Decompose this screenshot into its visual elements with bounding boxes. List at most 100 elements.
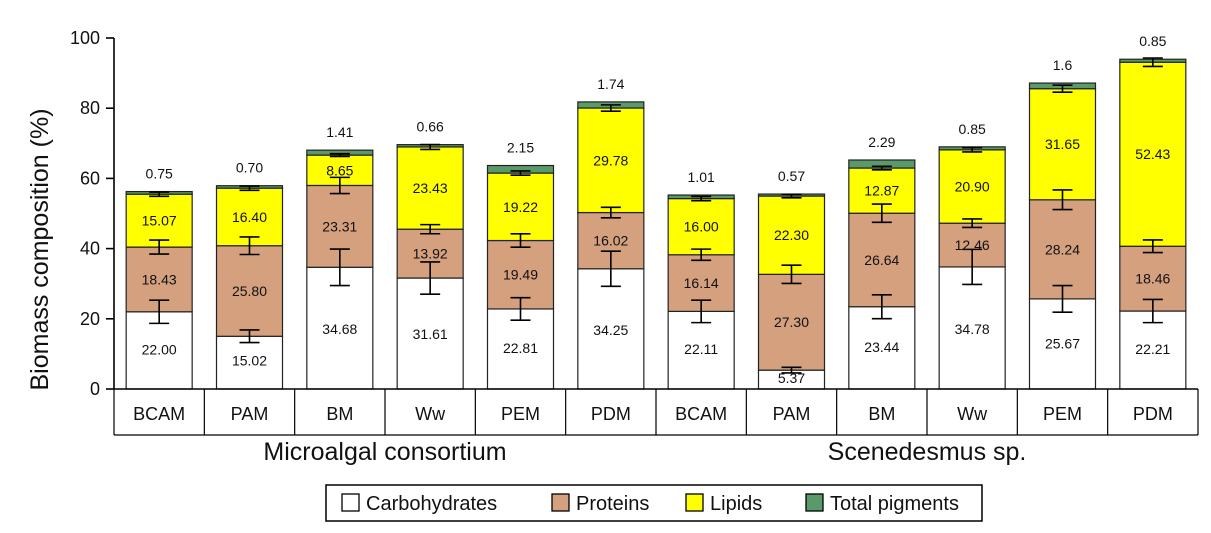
label-total-pigments: 0.75	[146, 166, 173, 182]
error-bar-lipids	[1142, 57, 1163, 68]
error-bar-proteins	[1142, 239, 1163, 254]
y-axis-title: Biomass composition (%)	[26, 108, 54, 390]
legend-swatch	[805, 493, 824, 512]
segment-proteins	[757, 273, 826, 371]
segment-carbohydrates	[938, 266, 1006, 390]
label-total-pigments: 0.70	[236, 160, 263, 176]
label-total-pigments: 2.15	[507, 140, 534, 156]
label-carbohydrates: 22.00	[142, 341, 177, 357]
error-bar-lipids	[871, 165, 892, 171]
error-bar-proteins	[871, 203, 892, 224]
segment-proteins	[848, 212, 916, 308]
x-tick-label: Ww	[957, 404, 988, 424]
bar-11: 25.67 28.24 31.65 1.6	[1028, 57, 1097, 390]
legend-swatch	[685, 493, 704, 512]
error-bar-carbohydrates	[1052, 284, 1073, 314]
label-carbohydrates: 15.02	[232, 352, 267, 368]
y-tick-label: 60	[80, 168, 100, 188]
error-bar-proteins	[149, 239, 170, 255]
x-tick-label: PDM	[1133, 404, 1173, 424]
label-proteins: 13.92	[413, 246, 448, 262]
label-lipids: 16.40	[232, 209, 267, 225]
error-bar-carbohydrates	[329, 248, 350, 287]
bar-12: 22.21 18.46 52.43 0.85	[1119, 33, 1187, 390]
error-bar-proteins	[239, 236, 260, 256]
segment-carbohydrates	[125, 311, 193, 390]
axes: 0 20 40 60 80 100 Biomass composition (%) BCAM P…	[26, 28, 1199, 466]
segment-proteins	[215, 245, 284, 337]
error-bar-carbohydrates	[691, 299, 712, 324]
label-proteins: 19.49	[503, 267, 538, 283]
bar-1: 22.00 18.43 15.07 0.75	[125, 166, 193, 390]
label-lipids: 52.43	[1135, 146, 1170, 162]
error-bar-carbohydrates	[510, 296, 531, 321]
error-bar-lipids	[600, 104, 621, 112]
label-lipids: 20.90	[955, 179, 990, 195]
label-lipids: 23.43	[413, 180, 448, 196]
x-tick-label: BM	[326, 404, 353, 424]
label-lipids: 19.22	[503, 199, 538, 215]
bar-2: 15.02 25.80 16.40 0.70	[215, 160, 284, 390]
label-proteins: 12.46	[955, 237, 990, 253]
bar-4: 31.61 13.92 23.43 0.66	[396, 119, 464, 390]
legend-swatch	[551, 493, 570, 512]
label-total-pigments: 0.57	[778, 168, 805, 184]
error-bar-carbohydrates	[871, 293, 892, 320]
error-bar-carbohydrates	[239, 329, 260, 344]
bar-6: 34.25 16.02 29.78 1.74	[577, 76, 645, 390]
label-proteins: 28.24	[1045, 241, 1080, 257]
label-proteins: 26.64	[864, 252, 899, 268]
segment-carbohydrates	[1028, 298, 1097, 390]
error-bar-carbohydrates	[420, 261, 441, 295]
error-bar-lipids	[962, 146, 983, 153]
legend-label: Total pigments	[830, 493, 959, 515]
plot-area: 22.00 18.43 15.07 0.75 15.02 25.80 16.40 0.70 34…	[125, 33, 1187, 390]
label-proteins: 18.43	[142, 271, 177, 287]
bar-5: 22.81 19.49 19.22 2.15	[486, 140, 555, 390]
x-tick-label: PAM	[773, 404, 811, 424]
label-carbohydrates: 25.67	[1045, 335, 1080, 351]
bar-8: 5.37 27.30 22.30 0.57	[757, 168, 826, 390]
legend-label: Carbohydrates	[366, 493, 497, 515]
segment-lipids	[486, 172, 555, 242]
label-total-pigments: 1.74	[597, 76, 624, 92]
label-proteins: 25.80	[232, 283, 267, 299]
error-bar-lipids	[1052, 84, 1073, 93]
error-bar-carbohydrates	[962, 248, 983, 286]
x-tick-label: PDM	[591, 404, 631, 424]
error-bar-lipids	[239, 185, 260, 192]
label-carbohydrates: 34.68	[322, 321, 357, 337]
error-bar-lipids	[329, 152, 350, 158]
error-bar-lipids	[149, 191, 170, 198]
label-proteins: 23.31	[322, 218, 357, 234]
label-total-pigments: 1.6	[1053, 57, 1073, 73]
error-bar-proteins	[1052, 189, 1073, 211]
error-bar-carbohydrates	[1142, 298, 1163, 324]
segment-carbohydrates	[396, 277, 464, 390]
segment-carbohydrates	[848, 306, 916, 390]
label-carbohydrates: 23.44	[864, 339, 899, 355]
label-lipids: 29.78	[593, 152, 628, 168]
error-bar-proteins	[329, 176, 350, 195]
label-total-pigments: 0.66	[417, 119, 444, 135]
y-tick-label: 0	[90, 379, 100, 399]
label-total-pigments: 2.29	[868, 134, 895, 150]
error-bar-proteins	[691, 248, 712, 262]
label-carbohydrates: 34.78	[955, 321, 990, 337]
error-bar-proteins	[510, 233, 531, 248]
x-tick-label: BCAM	[675, 404, 727, 424]
group-label: Scenedesmus sp.	[828, 438, 1027, 466]
segment-carbohydrates	[215, 335, 284, 390]
label-carbohydrates: 22.11	[684, 341, 718, 357]
label-total-pigments: 0.85	[1139, 33, 1166, 49]
bar-10: 34.78 12.46 20.90 0.85	[938, 121, 1006, 390]
label-proteins: 27.30	[774, 314, 809, 330]
error-bar-lipids	[691, 195, 712, 202]
label-carbohydrates: 31.61	[413, 326, 448, 342]
x-tick-label: BM	[868, 404, 895, 424]
error-bar-lipids	[420, 143, 441, 151]
group-label: Microalgal consortium	[263, 438, 506, 466]
y-tick-label: 100	[70, 28, 100, 48]
segment-lipids	[577, 107, 645, 214]
